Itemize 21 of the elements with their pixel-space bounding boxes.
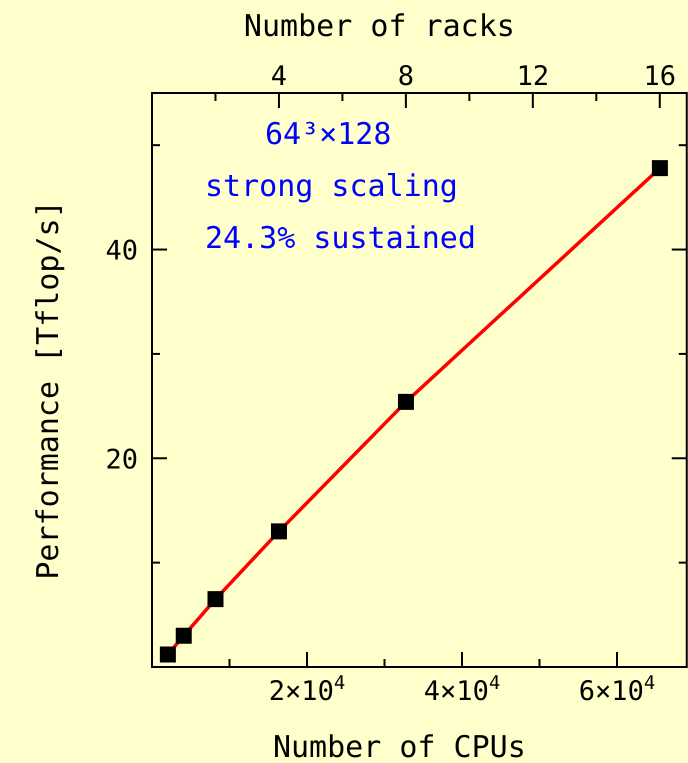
point — [207, 591, 224, 608]
x2-tick-label: 12 — [516, 61, 550, 92]
point — [176, 628, 192, 644]
x-tick-label: 6×10$^{4}$ — [578, 672, 656, 707]
y-tick-label: 20 — [105, 444, 138, 476]
x-axis-title: Number of CPUs — [272, 730, 526, 763]
point — [398, 394, 414, 410]
y-tick-label: 40 — [105, 236, 138, 267]
x2-axis-title: Number of racks — [244, 9, 515, 44]
x2-tick-label: 4 — [270, 61, 288, 92]
point — [160, 646, 176, 662]
x-tick-label: 4×10$^{4}$ — [424, 672, 500, 707]
y-axis-title: Performance [Tflop/s] — [31, 200, 66, 580]
x2-tick-label: 8 — [398, 61, 414, 92]
annotation: 64³×128 — [265, 117, 392, 152]
annotation: 24.3% sustained — [205, 221, 476, 256]
point — [652, 160, 668, 176]
annotation: strong scaling — [205, 169, 458, 204]
point — [270, 523, 287, 540]
x2-tick-label: 16 — [644, 61, 676, 92]
x-tick-label: 2×10$^{4}$ — [268, 672, 346, 707]
